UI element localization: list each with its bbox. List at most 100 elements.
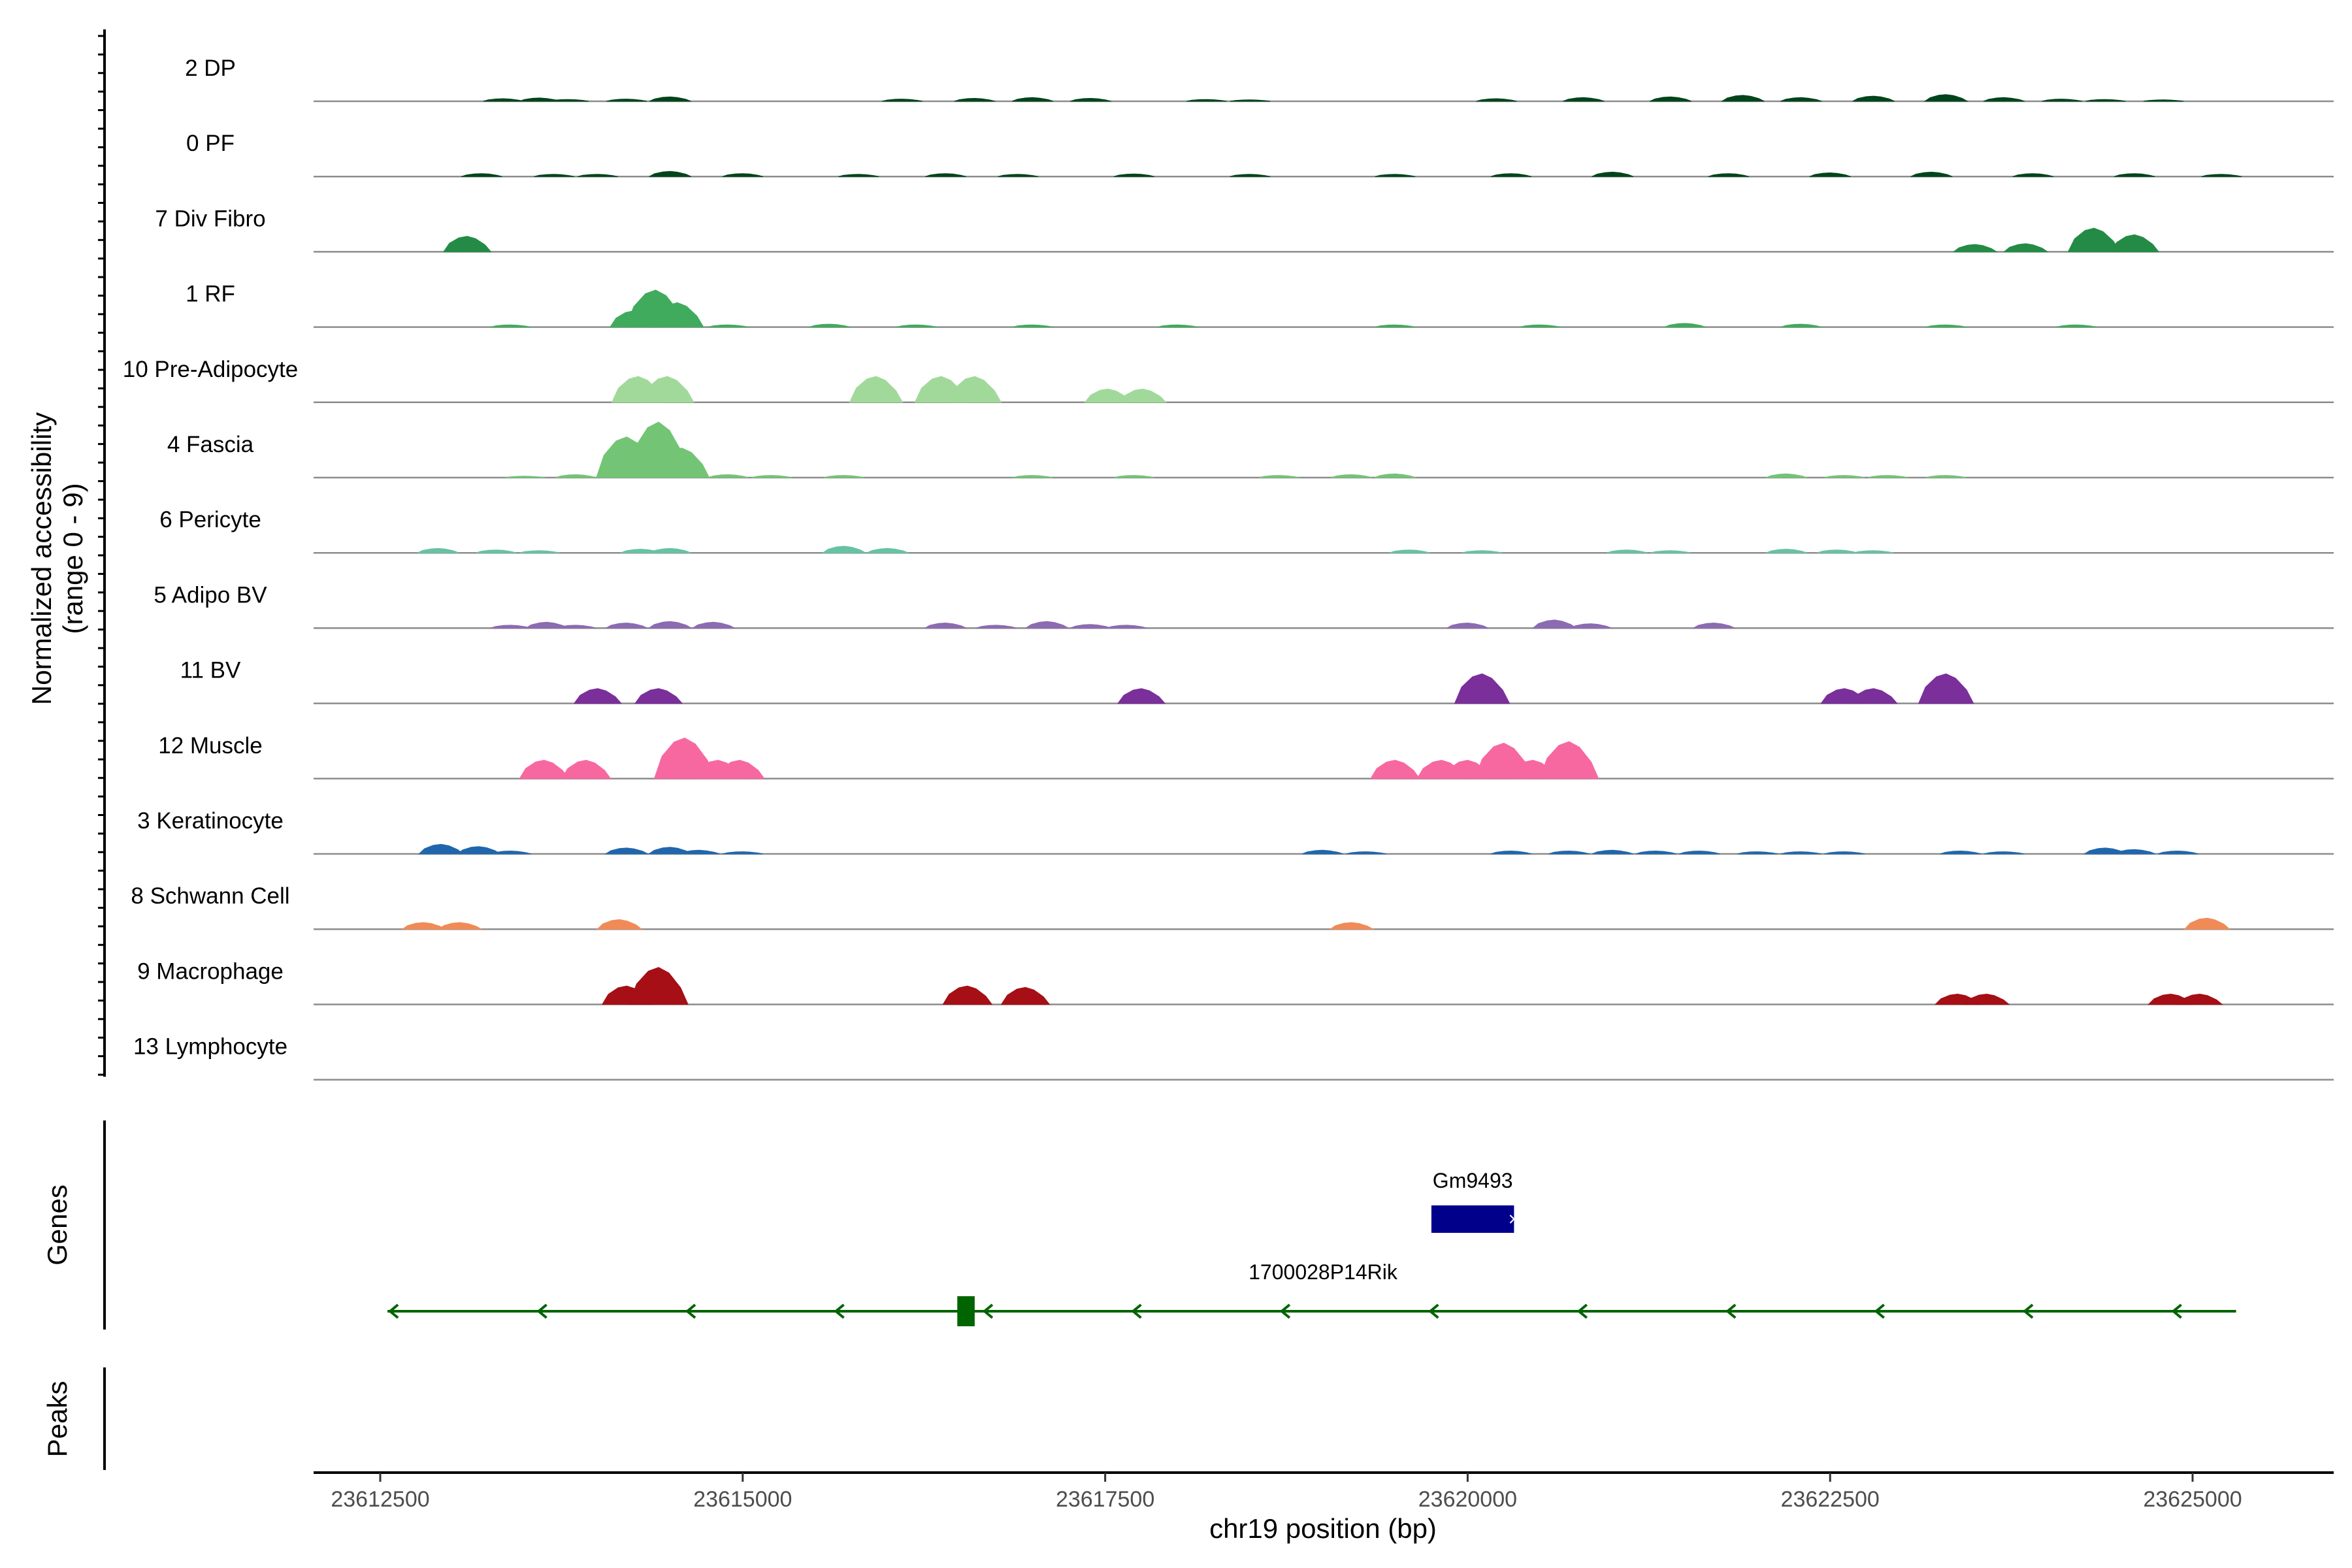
peak-mark	[954, 97, 996, 102]
peak-mark	[1012, 324, 1053, 328]
peak-mark	[1693, 622, 1736, 629]
peak-mark	[573, 688, 623, 704]
track-label: 8 Schwann Cell	[131, 883, 289, 909]
peak-mark	[1925, 324, 1967, 328]
peak-mark	[1664, 323, 1706, 328]
peak-mark	[649, 171, 692, 177]
peak-mark	[1070, 97, 1111, 102]
x-tick-label: 23615000	[693, 1487, 792, 1512]
peak-mark	[1780, 851, 1821, 855]
peak-mark	[1331, 474, 1373, 478]
peak-mark	[1679, 850, 1720, 855]
x-tick-label: 23622500	[1781, 1487, 1880, 1512]
track-label: 6 Pericyte	[159, 507, 261, 532]
strand-arrow-icon	[1725, 1303, 1737, 1319]
peak-mark	[708, 324, 749, 328]
peak-mark	[651, 302, 704, 328]
peak-mark	[1490, 850, 1532, 855]
peak-mark	[751, 475, 792, 478]
peak-mark	[1476, 98, 1517, 102]
peak-mark	[722, 851, 763, 855]
strand-arrow-icon	[2171, 1303, 2182, 1319]
track-label: 7 Div Fibro	[155, 206, 265, 231]
track-2-dp: 2 DP	[185, 56, 2334, 103]
peak-mark	[596, 919, 643, 930]
peak-mark	[1867, 475, 1908, 478]
genes-panel-label: Genes	[42, 1184, 73, 1266]
peak-mark	[2085, 99, 2126, 102]
strand-arrow-icon	[1131, 1303, 1142, 1319]
peak-mark	[1106, 625, 1148, 629]
peak-mark	[640, 376, 694, 403]
peak-mark	[821, 546, 867, 553]
peak-mark	[653, 448, 710, 478]
y-axis-range-label: (range 0 - 9)	[57, 483, 88, 634]
peak-mark	[925, 173, 966, 177]
peak-mark	[555, 474, 596, 478]
peak-mark	[2176, 993, 2223, 1005]
peak-mark	[548, 99, 589, 102]
peak-mark	[1230, 174, 1271, 177]
track-label: 12 Muscle	[158, 733, 263, 759]
peak-mark	[1389, 549, 1430, 553]
peak-mark	[947, 376, 1002, 403]
peak-mark	[2183, 917, 2231, 930]
track-label: 9 Macrophage	[137, 958, 284, 984]
strand-arrow-icon	[1509, 1215, 1515, 1224]
peak-mark	[2003, 243, 2049, 252]
peak-mark	[1963, 993, 2010, 1005]
peak-mark	[1462, 550, 1503, 553]
track-6-pericyte: 6 Pericyte	[159, 507, 2334, 554]
peak-mark	[461, 173, 502, 177]
peak-mark	[1852, 95, 1895, 102]
peak-mark	[722, 173, 764, 177]
peak-mark	[1117, 688, 1166, 704]
peak-mark	[490, 324, 531, 328]
x-tick-label: 23612500	[331, 1487, 429, 1512]
peak-mark	[534, 174, 575, 177]
peak-mark	[2114, 849, 2156, 855]
gene-label-gm9493: Gm9493	[1433, 1169, 1513, 1192]
peak-mark	[555, 625, 596, 629]
accessibility-tracks: 2 DP 0 PF 7 Div Fibro 1 RF 10 Pre-Adipocyte 4…	[123, 56, 2334, 1081]
peak-mark	[1374, 473, 1416, 478]
peak-mark	[1720, 95, 1765, 102]
peak-mark	[896, 324, 938, 328]
track-label: 0 PF	[186, 131, 235, 156]
x-axis-title: chr19 position (bp)	[1209, 1513, 1437, 1544]
peak-mark	[708, 474, 749, 478]
peak-mark	[1910, 171, 1953, 177]
x-tick-label: 23617500	[1056, 1487, 1154, 1512]
y-axis-ticks	[98, 35, 105, 1076]
peak-mark	[417, 547, 459, 553]
peak-mark	[1780, 97, 1822, 102]
peak-mark	[1983, 97, 2025, 102]
peak-mark	[1952, 244, 1998, 252]
peak-mark	[1650, 550, 1691, 553]
track-13-lymphocyte: 13 Lymphocyte	[133, 1034, 2334, 1081]
strand-arrow-icon	[982, 1303, 994, 1319]
peak-mark	[1000, 987, 1051, 1005]
peak-mark	[1765, 473, 1808, 478]
strand-arrow-icon	[387, 1303, 399, 1319]
peak-mark	[1446, 622, 1489, 629]
strand-arrow-icon	[834, 1303, 845, 1319]
peak-mark	[1230, 99, 1271, 102]
peak-mark	[2201, 174, 2242, 177]
track-label: 5 Adipo BV	[154, 582, 267, 608]
peak-mark	[1708, 173, 1750, 177]
peak-mark	[824, 475, 865, 478]
peak-mark	[678, 849, 720, 855]
peak-mark	[442, 236, 492, 252]
peak-mark	[2157, 850, 2199, 855]
peak-mark	[629, 967, 689, 1005]
peak-mark	[975, 625, 1017, 629]
peak-mark	[1607, 549, 1648, 553]
peak-mark	[561, 759, 612, 779]
peak-mark	[1780, 323, 1822, 328]
peak-mark	[1824, 851, 1865, 855]
peak-mark	[577, 174, 618, 177]
peak-mark	[1301, 849, 1344, 855]
gene-annotation-panel: Gm9493 1700028P14Rik	[387, 1169, 2236, 1326]
